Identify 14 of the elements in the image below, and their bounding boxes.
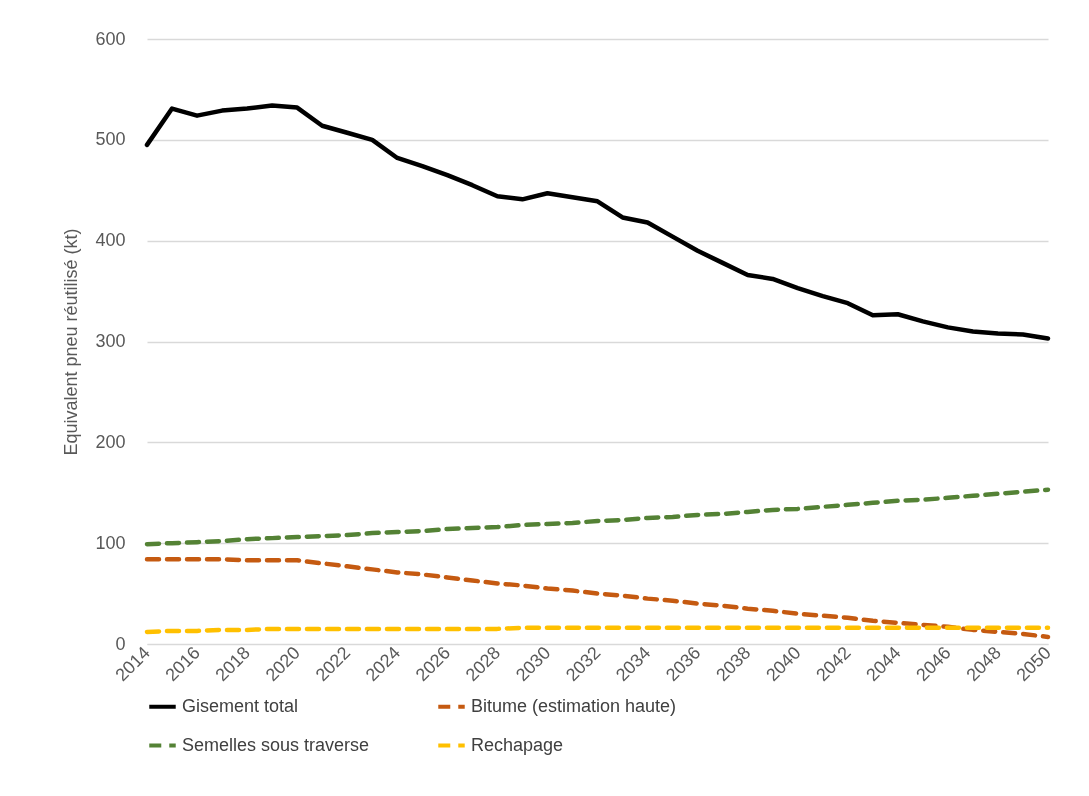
line-series <box>144 103 1051 341</box>
legend-label: Gisement total <box>182 695 299 716</box>
y-axis-title: Equivalent pneu réutilisé (kt) <box>61 228 82 456</box>
y-tick-label: 500 <box>95 129 126 150</box>
y-tick-label: 600 <box>95 28 126 49</box>
y-tick-label: 100 <box>95 532 126 553</box>
y-tick-label: 300 <box>95 331 126 351</box>
y-tick-label: 400 <box>95 230 126 251</box>
line-series <box>144 487 1051 547</box>
legend-label: Semelles sous traverse <box>182 734 370 755</box>
legend-label: Bitume (estimation haute) <box>471 695 677 716</box>
legend-label: Rechapage <box>471 734 564 755</box>
y-tick-label: 200 <box>95 431 126 452</box>
line-series <box>144 557 1051 640</box>
